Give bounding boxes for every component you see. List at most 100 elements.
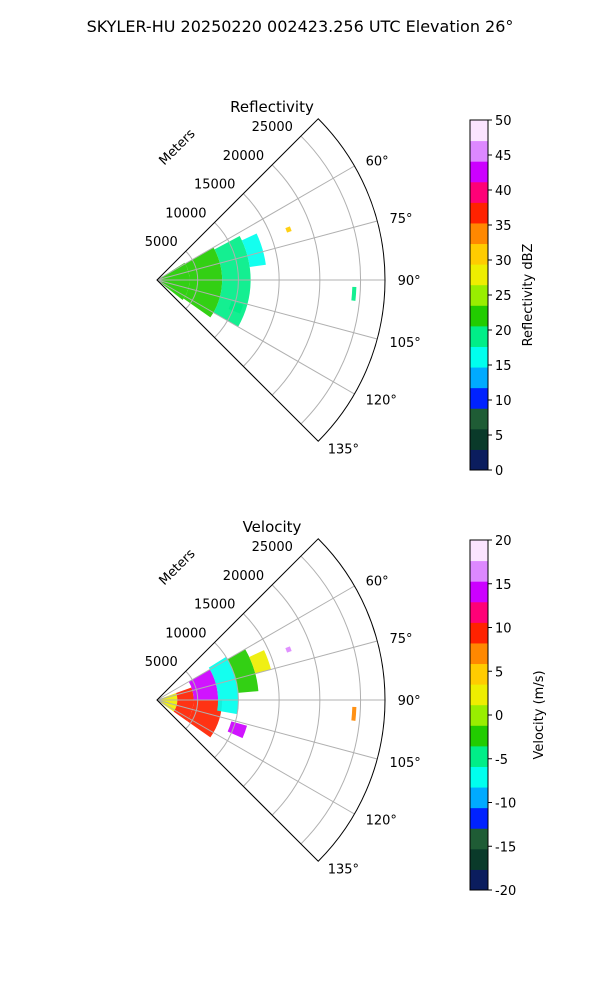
- velocity-echo-region: [227, 721, 248, 739]
- velocity-colorbar-segment: [470, 828, 488, 850]
- velocity-colorbar-segment: [470, 766, 488, 788]
- reflectivity-azimuth-tick-label: 120°: [366, 393, 397, 408]
- velocity-colorbar-segment: [470, 540, 488, 562]
- reflectivity-echo-region: [351, 286, 357, 301]
- velocity-azimuth-tick-label: 60°: [366, 575, 389, 590]
- velocity-echo-region: [285, 646, 292, 653]
- velocity-echo-region: [249, 650, 272, 674]
- reflectivity-labels: 5000 10000 15000 20000 25000 60° 75° 90° 105° 120…: [145, 120, 421, 458]
- reflectivity-colorbar-segment: [470, 161, 488, 183]
- reflectivity-colorbar-segment: [470, 264, 488, 286]
- reflectivity-colorbar-segment: [470, 243, 488, 265]
- reflectivity-colorbar-segment: [470, 284, 488, 306]
- reflectivity-colorbar-tick-label: 40: [495, 184, 512, 199]
- reflectivity-colorbar-tick-label: 10: [495, 394, 512, 409]
- velocity-colorbar-tick-label: 0: [495, 709, 503, 724]
- reflectivity-azimuth-tick-label: 135°: [328, 443, 359, 458]
- reflectivity-echo-region: [228, 301, 244, 314]
- velocity-echo-region: [351, 706, 357, 721]
- figure-title: SKYLER-HU 20250220 002423.256 UTC Elevat…: [87, 17, 514, 36]
- velocity-colorbar-label: Velocity (m/s): [532, 670, 547, 759]
- velocity-azimuth-tick-label: 75°: [389, 632, 412, 647]
- reflectivity-azimuth-tick-label: 90°: [398, 274, 421, 289]
- reflectivity-colorbar-segment: [470, 305, 488, 327]
- reflectivity-colorbar-tick-label: 50: [495, 114, 512, 129]
- reflectivity-colorbar-segment: [470, 346, 488, 368]
- reflectivity-colorbar-tick-label: 15: [495, 359, 512, 374]
- reflectivity-colorbar-segment: [470, 449, 488, 471]
- reflectivity-range-tick-label: 5000: [145, 235, 178, 250]
- reflectivity-colorbar-segment: [470, 367, 488, 389]
- reflectivity-colorbar-segment: [470, 387, 488, 409]
- velocity-colorbar-segment: [470, 622, 488, 644]
- reflectivity-colorbar: 0 5 10 15 20 25 30 35 40 45 50: [469, 114, 512, 479]
- velocity-plot-title: Velocity: [243, 518, 302, 536]
- velocity-azimuth-gridline: [156, 585, 355, 701]
- reflectivity-colorbar-segment: [470, 181, 488, 203]
- reflectivity-sector-outline: [156, 118, 386, 442]
- reflectivity-frame: [156, 118, 386, 442]
- velocity-azimuth-tick-label: 90°: [398, 694, 421, 709]
- velocity-colorbar-segment: [470, 704, 488, 726]
- velocity-echo-region: [188, 669, 219, 700]
- reflectivity-colorbar-tick-label: 45: [495, 149, 512, 164]
- reflectivity-echo-region: [213, 236, 251, 327]
- velocity-range-axis-label: Meters: [157, 546, 199, 588]
- velocity-range-tick-label: 10000: [165, 626, 206, 641]
- velocity-colorbar-tick-label: -5: [495, 753, 508, 768]
- velocity-colorbar-segment: [470, 642, 488, 665]
- velocity-colorbar-tick-label: -15: [495, 840, 516, 855]
- reflectivity-plot-title: Reflectivity: [230, 98, 314, 116]
- reflectivity-azimuth-gridline: [156, 279, 355, 395]
- velocity-colorbar-segment: [470, 684, 488, 706]
- velocity-colorbar-segment: [470, 787, 488, 809]
- velocity-azimuth-gridline: [156, 699, 355, 815]
- velocity-range-tick-label: 20000: [223, 569, 264, 584]
- reflectivity-colorbar-segment: [470, 140, 488, 162]
- velocity-colorbar-tick-label: -20: [495, 884, 516, 899]
- velocity-colorbar-segment: [470, 848, 488, 870]
- velocity-colorbar-segment: [470, 725, 488, 747]
- reflectivity-colorbar-tick-label: 25: [495, 289, 512, 304]
- reflectivity-range-tick-label: 10000: [165, 206, 206, 221]
- velocity-azimuth-gridline: [156, 699, 378, 760]
- velocity-range-tick-label: 15000: [194, 598, 235, 613]
- reflectivity-colorbar-tick-label: 0: [495, 464, 503, 479]
- velocity-colorbar-tick-label: -10: [495, 797, 516, 812]
- velocity-colorbar-segment: [470, 807, 488, 829]
- velocity-sector-outline: [156, 538, 386, 862]
- reflectivity-colorbar-segment: [470, 202, 488, 224]
- velocity-azimuth-gridline: [156, 640, 378, 701]
- reflectivity-azimuth-gridline: [156, 220, 378, 281]
- reflectivity-colorbar-segment: [470, 428, 488, 450]
- velocity-echo-region: [227, 649, 259, 693]
- reflectivity-range-tick-label: 25000: [252, 120, 293, 135]
- reflectivity-colorbar-tick-label: 35: [495, 219, 512, 234]
- reflectivity-azimuth-tick-label: 75°: [389, 212, 412, 227]
- reflectivity-colorbar-segment: [470, 222, 488, 245]
- reflectivity-range-tick-label: 15000: [194, 178, 235, 193]
- reflectivity-azimuth-gridline: [156, 279, 378, 340]
- reflectivity-echo-region: [285, 226, 292, 233]
- velocity-azimuth-tick-label: 135°: [328, 863, 359, 878]
- reflectivity-colorbar-tick-label: 20: [495, 324, 512, 339]
- reflectivity-colorbar-label: Reflectivity dBZ: [521, 244, 536, 347]
- reflectivity-panel: Reflectivity 5000 10000 15000 20000 25000 60°…: [145, 98, 536, 479]
- velocity-colorbar-segment: [470, 581, 488, 603]
- reflectivity-azimuth-gridline: [156, 165, 355, 281]
- velocity-colorbar: -20 -15 -10 -5 0 5 10 15 20: [469, 534, 516, 899]
- velocity-colorbar-tick-label: 20: [495, 534, 512, 549]
- velocity-colorbar-tick-label: 5: [495, 665, 503, 680]
- velocity-colorbar-segment: [470, 601, 488, 623]
- reflectivity-range-tick-label: 20000: [223, 149, 264, 164]
- velocity-azimuth-tick-label: 120°: [366, 813, 397, 828]
- velocity-colorbar-segment: [470, 560, 488, 582]
- reflectivity-range-axis-label: Meters: [157, 126, 199, 168]
- velocity-azimuth-tick-label: 105°: [389, 756, 420, 771]
- velocity-colorbar-segment: [470, 745, 488, 767]
- reflectivity-echo-region: [157, 262, 190, 301]
- velocity-frame: [156, 538, 386, 862]
- velocity-range-tick-label: 25000: [252, 540, 293, 555]
- velocity-colorbar-segment: [470, 663, 488, 685]
